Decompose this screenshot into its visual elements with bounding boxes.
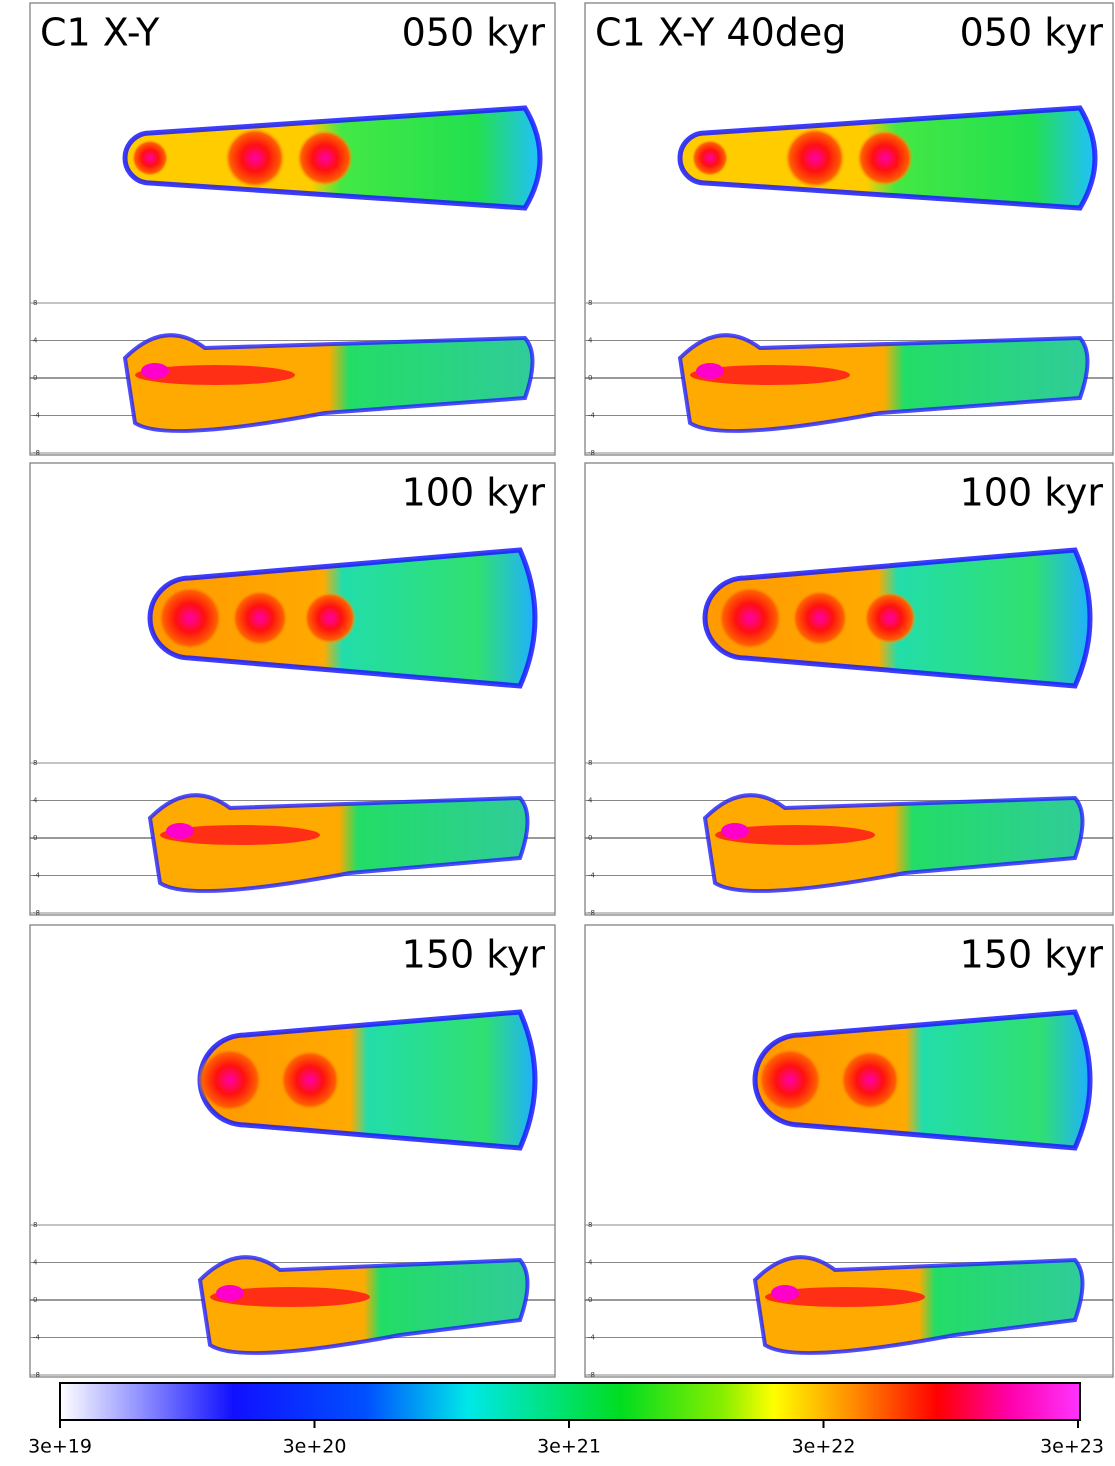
dense-core bbox=[864, 592, 916, 644]
side-view-map bbox=[147, 793, 530, 893]
column-density-map bbox=[197, 1009, 538, 1151]
strip-tick-label: -8 bbox=[588, 1371, 595, 1379]
panel-frame bbox=[584, 2, 1114, 456]
panel: 8 4 0 -4 -8 C1 X-Y 050 kyr bbox=[30, 11, 555, 457]
colorbar-tick-label: 3e+21 bbox=[537, 1436, 601, 1458]
strip-tick-label: 4 bbox=[588, 337, 593, 345]
dense-core bbox=[718, 586, 782, 650]
side-view-map bbox=[677, 333, 1090, 433]
strip-tick-label: 4 bbox=[33, 797, 38, 805]
strip-tick-label: 8 bbox=[33, 759, 37, 767]
side-view-core bbox=[135, 365, 295, 385]
dense-core bbox=[785, 128, 845, 188]
strip-tick-label: -8 bbox=[588, 449, 595, 457]
panel: 8 4 0 -4 -8 100 kyr bbox=[30, 471, 555, 917]
side-view-map bbox=[702, 793, 1085, 893]
side-view-core bbox=[160, 825, 320, 845]
panel-time: 100 kyr bbox=[960, 471, 1104, 515]
side-view-core bbox=[765, 1287, 925, 1307]
strip-tick-label: -4 bbox=[33, 412, 41, 420]
panel: 8 4 0 -4 -8 150 kyr bbox=[30, 933, 555, 1379]
colorbar-tick-label: 3e+19 bbox=[28, 1436, 92, 1458]
strip-tick-label: 0 bbox=[588, 374, 592, 382]
strip-tick-label: -4 bbox=[33, 872, 41, 880]
side-view-core bbox=[690, 365, 850, 385]
strip-tick-label: 0 bbox=[33, 834, 37, 842]
dense-core bbox=[297, 130, 353, 186]
strip-tick-label: -4 bbox=[588, 1334, 596, 1342]
strip-tick-label: -8 bbox=[588, 909, 595, 917]
dense-core bbox=[280, 1050, 340, 1110]
panel-frame bbox=[29, 2, 556, 456]
strip-tick-label: 0 bbox=[33, 374, 37, 382]
dense-core bbox=[304, 592, 356, 644]
strip-tick-label: 4 bbox=[588, 797, 593, 805]
dense-core bbox=[792, 590, 848, 646]
panel-time: 150 kyr bbox=[402, 933, 546, 977]
dense-core bbox=[232, 590, 288, 646]
dense-core bbox=[198, 1048, 262, 1112]
panel-frame bbox=[29, 462, 556, 916]
strip-tick-label: 8 bbox=[33, 299, 37, 307]
dense-core bbox=[225, 128, 285, 188]
strip-tick-label: 4 bbox=[33, 1259, 38, 1267]
strip-tick-label: 8 bbox=[588, 299, 592, 307]
panel-frame bbox=[584, 462, 1114, 916]
panel-time: 150 kyr bbox=[960, 933, 1104, 977]
side-view-core bbox=[696, 363, 724, 379]
side-view-map bbox=[122, 333, 535, 433]
panel-time: 100 kyr bbox=[402, 471, 546, 515]
panel-title: C1 X-Y bbox=[40, 11, 160, 55]
side-view-core bbox=[141, 363, 169, 379]
strip-tick-label: 4 bbox=[33, 337, 38, 345]
side-view-core bbox=[166, 823, 194, 839]
panel-time: 050 kyr bbox=[402, 11, 546, 55]
dense-core bbox=[158, 586, 222, 650]
panel: 8 4 0 -4 -8 100 kyr bbox=[585, 471, 1113, 917]
strip-tick-label: 0 bbox=[588, 1296, 592, 1304]
side-view-core bbox=[715, 825, 875, 845]
strip-tick-label: 0 bbox=[588, 834, 592, 842]
colorbar-tick-label: 3e+20 bbox=[283, 1436, 347, 1458]
panel: 8 4 0 -4 -8 150 kyr bbox=[585, 933, 1113, 1379]
colorbar-tick-label: 3e+22 bbox=[792, 1436, 856, 1458]
dense-core bbox=[857, 130, 913, 186]
dense-core bbox=[758, 1048, 822, 1112]
strip-tick-label: -8 bbox=[33, 449, 40, 457]
strip-tick-label: 8 bbox=[588, 1221, 592, 1229]
side-view-core bbox=[210, 1287, 370, 1307]
strip-tick-label: -4 bbox=[588, 872, 596, 880]
strip-tick-label: -8 bbox=[33, 1371, 40, 1379]
column-density-map bbox=[752, 1009, 1093, 1151]
strip-tick-label: 0 bbox=[33, 1296, 37, 1304]
strip-tick-label: -4 bbox=[588, 412, 596, 420]
colorbar-tick-label: 3e+23 bbox=[1040, 1436, 1104, 1458]
panel-frame bbox=[584, 924, 1114, 1378]
side-view-map bbox=[197, 1255, 530, 1355]
side-view-core bbox=[771, 1285, 799, 1301]
strip-tick-label: -8 bbox=[33, 909, 40, 917]
side-view-core bbox=[216, 1285, 244, 1301]
dense-core bbox=[840, 1050, 900, 1110]
panel-title: C1 X-Y 40deg bbox=[595, 11, 846, 55]
strip-tick-label: 8 bbox=[33, 1221, 37, 1229]
panel-time: 050 kyr bbox=[960, 11, 1104, 55]
side-view-core bbox=[721, 823, 749, 839]
strip-tick-label: -4 bbox=[33, 1334, 41, 1342]
panel-frame bbox=[29, 924, 556, 1378]
colorbar bbox=[59, 1382, 1081, 1421]
strip-tick-label: 4 bbox=[588, 1259, 593, 1267]
strip-tick-label: 8 bbox=[588, 759, 592, 767]
panel: 8 4 0 -4 -8 C1 X-Y 40deg 050 kyr bbox=[585, 11, 1113, 457]
side-view-map bbox=[752, 1255, 1085, 1355]
dense-core bbox=[692, 140, 728, 176]
dense-core bbox=[132, 140, 168, 176]
